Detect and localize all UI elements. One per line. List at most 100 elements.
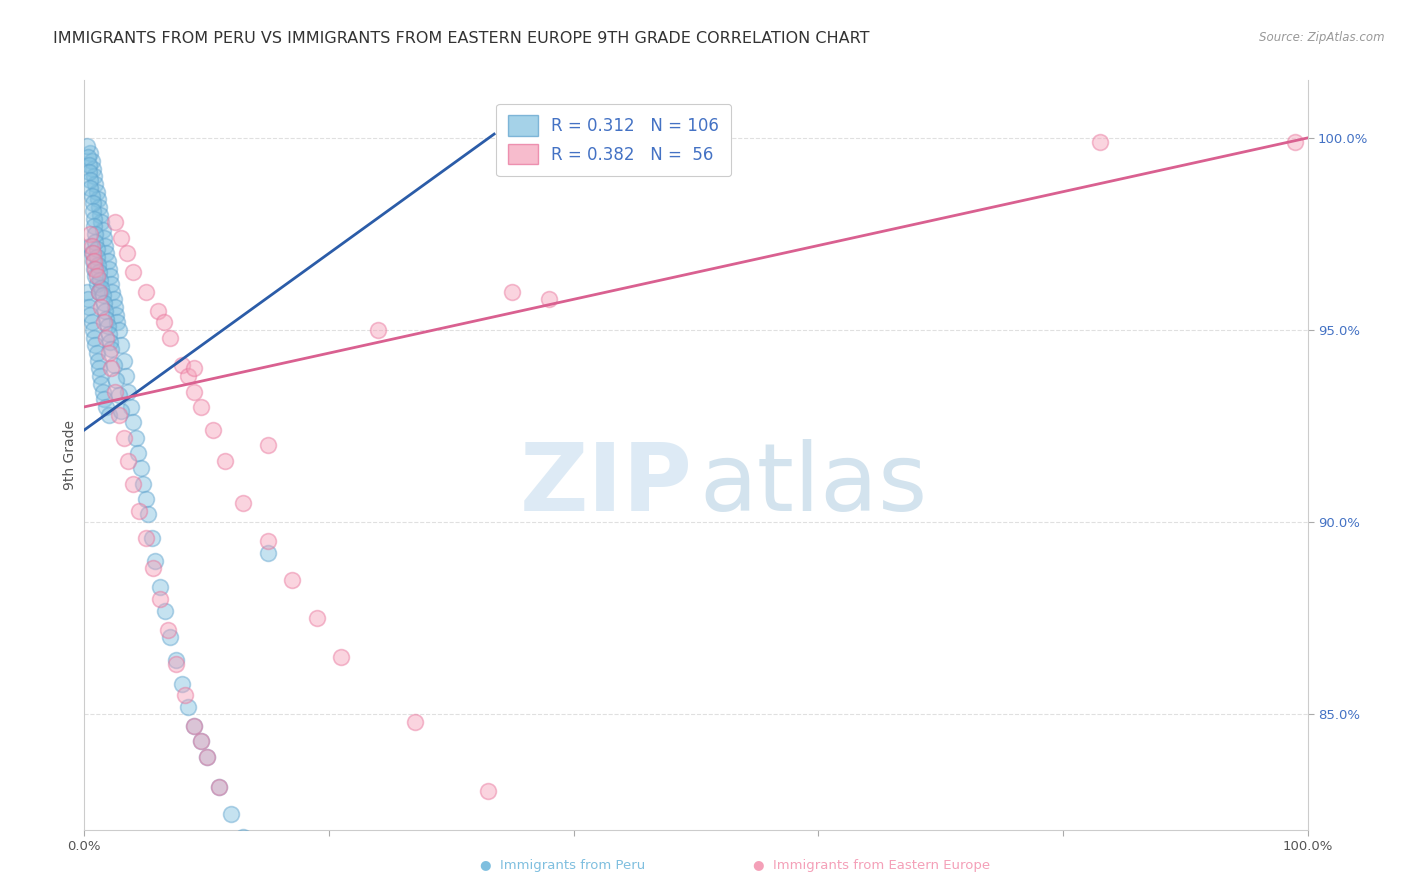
Point [257, 438, 280, 452]
Point [79, 181, 101, 195]
Point [257, 534, 280, 549]
Text: ●  Immigrants from Eastern Europe: ● Immigrants from Eastern Europe [754, 859, 990, 872]
Point [86, 185, 108, 199]
Point [142, 561, 165, 575]
Point [104, 384, 127, 399]
Point [208, 780, 231, 795]
Point [103, 293, 125, 307]
Point [93, 296, 115, 310]
Point [104, 215, 127, 229]
Point [86, 277, 108, 291]
Point [79, 308, 101, 322]
Point [105, 308, 128, 322]
Point [172, 676, 194, 690]
Point [83, 169, 105, 184]
Point [143, 553, 166, 567]
Point [159, 331, 181, 345]
Point [76, 138, 98, 153]
Point [132, 476, 155, 491]
Point [97, 326, 120, 341]
Point [94, 303, 117, 318]
Point [165, 657, 187, 672]
Point [96, 400, 118, 414]
Point [83, 219, 105, 234]
Point [93, 231, 115, 245]
Point [83, 261, 105, 276]
Point [83, 211, 105, 226]
Point [149, 581, 172, 595]
Point [141, 531, 163, 545]
Point [122, 415, 145, 429]
Point [98, 334, 121, 349]
Point [105, 315, 128, 329]
Point [112, 431, 135, 445]
Point [86, 250, 108, 264]
Point [82, 253, 104, 268]
Point [177, 369, 200, 384]
Text: IMMIGRANTS FROM PERU VS IMMIGRANTS FROM EASTERN EUROPE 9TH GRADE CORRELATION CHA: IMMIGRANTS FROM PERU VS IMMIGRANTS FROM … [53, 31, 870, 46]
Point [367, 323, 389, 337]
Point [77, 150, 100, 164]
Point [82, 246, 104, 260]
Point [153, 315, 176, 329]
Point [232, 496, 254, 510]
Point [80, 188, 103, 202]
Point [100, 277, 122, 291]
Point [146, 303, 169, 318]
Point [125, 431, 148, 445]
Text: ZIP: ZIP [519, 439, 692, 531]
Point [195, 749, 218, 764]
Point [107, 408, 129, 422]
Point [1284, 135, 1306, 149]
Text: atlas: atlas [700, 439, 928, 531]
Point [79, 146, 101, 161]
Point [83, 331, 105, 345]
Point [127, 446, 149, 460]
Point [93, 315, 115, 329]
Point [96, 311, 118, 326]
Point [112, 353, 135, 368]
Point [97, 253, 120, 268]
Point [98, 269, 121, 284]
Point [538, 293, 561, 307]
Point [82, 203, 104, 218]
Point [219, 807, 242, 822]
Point [190, 734, 212, 748]
Point [87, 200, 110, 214]
Point [477, 784, 499, 798]
Legend: R = 0.312   N = 106, R = 0.382   N =  56: R = 0.312 N = 106, R = 0.382 N = 56 [496, 103, 731, 176]
Point [89, 208, 111, 222]
Point [90, 300, 112, 314]
Point [135, 531, 157, 545]
Point [86, 346, 108, 360]
Point [77, 165, 100, 179]
Point [183, 361, 205, 376]
Point [84, 269, 107, 284]
Point [77, 300, 100, 314]
Point [80, 238, 103, 252]
Point [91, 223, 114, 237]
Point [122, 476, 145, 491]
Point [117, 453, 139, 467]
Point [84, 338, 107, 352]
Point [115, 369, 138, 384]
Point [97, 346, 120, 360]
Point [87, 353, 110, 368]
Point [79, 238, 101, 252]
Point [330, 649, 353, 664]
Point [97, 408, 120, 422]
Point [87, 258, 110, 272]
Point [183, 719, 205, 733]
Point [80, 153, 103, 168]
Point [183, 719, 205, 733]
Point [77, 293, 100, 307]
Point [87, 285, 110, 299]
Point [87, 193, 110, 207]
Point [165, 653, 187, 667]
Point [305, 611, 328, 625]
Point [100, 343, 122, 357]
Point [177, 699, 200, 714]
Point [82, 161, 104, 176]
Point [89, 273, 111, 287]
Point [107, 323, 129, 337]
